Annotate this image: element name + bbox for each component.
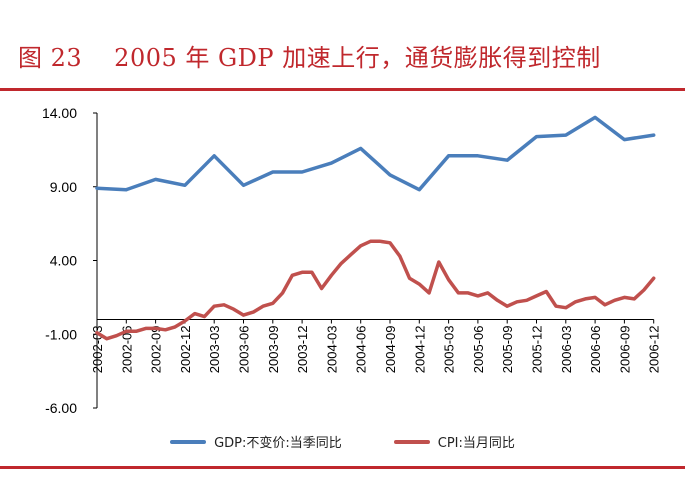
figure-title-text: 2005 年 GDP 加速上行，通货膨胀得到控制	[114, 44, 601, 72]
y-tick-label: 9.00	[50, 179, 77, 195]
figure-title: 图 23 2005 年 GDP 加速上行，通货膨胀得到控制	[18, 38, 601, 73]
figure-label: 图 23	[18, 44, 83, 72]
y-tick-label: 14.00	[42, 105, 77, 121]
x-tick-label: 2005-09	[500, 326, 515, 374]
x-tick-label: 2006-09	[617, 326, 632, 374]
y-tick-label: -6.00	[45, 400, 77, 416]
x-tick-label: 2005-03	[442, 326, 457, 374]
x-tick-label: 2004-06	[354, 326, 369, 374]
x-tick-label: 2006-03	[559, 326, 574, 374]
series-line-cpi	[95, 239, 656, 341]
x-tick-label: 2003-09	[266, 326, 281, 374]
x-tick-label: 2004-03	[324, 326, 339, 374]
footer-divider	[0, 466, 685, 469]
x-tick-label: 2002-09	[149, 326, 164, 374]
x-tick-label: 2005-06	[471, 326, 486, 374]
x-tick-label: 2002-03	[90, 326, 105, 374]
legend-item-gdp: GDP:不变价:当季同比	[170, 432, 342, 451]
chart-legend: GDP:不变价:当季同比 CPI:当月同比	[0, 432, 685, 451]
x-tick-label: 2002-06	[119, 326, 134, 374]
x-tick-label: 2003-06	[237, 326, 252, 374]
x-tick-label: 2005-12	[530, 326, 545, 374]
x-tick-label: 2003-03	[207, 326, 222, 374]
x-tick-label: 2003-12	[295, 326, 310, 374]
x-tick-label: 2002-12	[178, 326, 193, 374]
x-tick-label: 2004-12	[412, 326, 427, 374]
x-tick-label: 2004-09	[383, 326, 398, 374]
legend-swatch-gdp	[170, 439, 207, 444]
title-divider	[0, 88, 685, 91]
legend-swatch-cpi	[393, 439, 430, 444]
series-line-gdp	[95, 115, 656, 192]
legend-label-gdp: GDP:不变价:当季同比	[214, 436, 342, 451]
legend-item-cpi: CPI:当月同比	[393, 432, 515, 451]
x-tick-label: 2006-06	[588, 326, 603, 374]
legend-label-cpi: CPI:当月同比	[437, 436, 515, 451]
x-tick-label: 2006-12	[647, 326, 662, 374]
y-tick-label: -1.00	[45, 326, 77, 342]
y-tick-label: 4.00	[50, 253, 77, 269]
